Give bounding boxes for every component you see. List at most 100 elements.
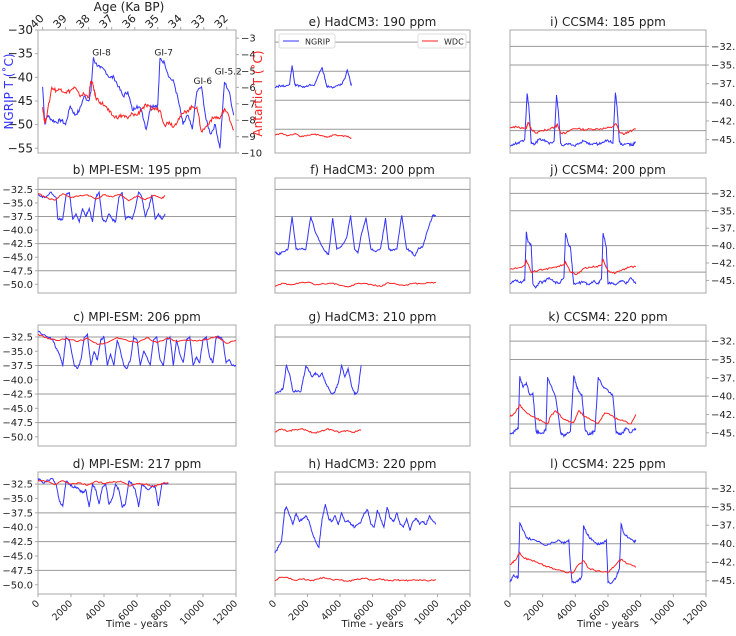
plot-frame <box>509 324 707 447</box>
panel-title: f) HadCM3: 200 ppm <box>310 163 435 177</box>
y-tick-label: −37.5 <box>711 79 736 90</box>
x-tick-label: 2000 <box>522 598 547 623</box>
y-tick-label: −32.5 <box>2 332 33 343</box>
y-tick-label: −40.0 <box>711 539 736 550</box>
right-tick-label: −7 <box>241 99 256 110</box>
right-tick-label: −6 <box>241 83 256 94</box>
panel-title: b) MPI-ESM: 195 ppm <box>73 163 202 177</box>
y-tick-label: −50.0 <box>2 432 33 443</box>
x-tick-label: 2000 <box>50 598 75 623</box>
panel-g: g) HadCM3: 210 ppm <box>274 310 471 447</box>
y-tick-label: −42.5 <box>2 390 33 401</box>
panel-title: i) CCSM4: 185 ppm <box>550 15 666 29</box>
y-tick-label: −32.5 <box>711 337 736 348</box>
y-tick-label: −35.0 <box>711 61 736 72</box>
y-tick-label: −42.5 <box>2 537 33 548</box>
y-tick-label: −35.0 <box>711 502 736 513</box>
event-annotation: GI-8 <box>92 48 111 58</box>
wdc-line <box>274 427 362 434</box>
plot-frame <box>274 324 471 447</box>
panel-title: e) HadCM3: 190 ppm <box>309 15 437 29</box>
ngrip-line <box>274 65 352 89</box>
y-tick-label: −50.0 <box>2 580 33 591</box>
panel-title: j) CCSM4: 200 ppm <box>549 163 666 177</box>
panel-title: c) MPI-ESM: 206 ppm <box>73 310 201 324</box>
ngrip-line <box>42 56 235 149</box>
y-tick-label: −47.5 <box>2 566 33 577</box>
x-tick-label: 2000 <box>287 598 312 623</box>
y-tick-label: −32.5 <box>2 480 33 491</box>
y-tick-label: −45.0 <box>711 576 736 587</box>
panel-f: f) HadCM3: 200 ppm <box>274 163 471 294</box>
panel-d: d) MPI-ESM: 217 ppm −32.5 −35.0 −37.5 −40.0 −… <box>2 457 240 630</box>
y-tick-label: −40.0 <box>2 375 33 386</box>
panel-i: i) CCSM4: 185 ppm −32.5 −35.0 −37.5 −40.0 −42… <box>509 15 736 154</box>
plot-frame <box>37 324 237 447</box>
panel-title: g) HadCM3: 210 ppm <box>309 310 437 324</box>
right-tick-label: −5 <box>241 67 256 78</box>
y-tick-label: −45.0 <box>711 135 736 146</box>
x-axis-label: Time - years <box>576 619 639 630</box>
x-tick-label: 10000 <box>412 598 441 627</box>
x-tick-label: 0 <box>502 598 514 610</box>
top-tick-label: 36 <box>120 12 139 31</box>
plot-frame <box>509 29 707 154</box>
top-tick-label: 34 <box>166 12 185 31</box>
panel-title: k) CCSM4: 220 ppm <box>548 310 667 324</box>
y-tick-label: −35.0 <box>2 198 33 209</box>
x-tick-label: 4000 <box>83 598 108 623</box>
y-tick-label: −32.5 <box>711 189 736 200</box>
y-tick-label: −37.5 <box>2 508 33 519</box>
y-tick-label: −42.5 <box>711 259 736 270</box>
y-tick-label: −35.0 <box>2 494 33 505</box>
y-tick-label: −45.0 <box>711 428 736 439</box>
y-tick-label: −37.5 <box>711 224 736 235</box>
y-tick-label: −37.5 <box>711 521 736 532</box>
right-tick-label: −8 <box>241 116 256 127</box>
y-tick-label: −50.0 <box>2 280 33 291</box>
y-tick-label: −42.5 <box>2 239 33 250</box>
left-axis-label: NGRIP T (˚C) <box>1 53 16 129</box>
wdc-line <box>274 281 437 288</box>
x-tick-label: 0 <box>267 598 279 610</box>
left-tick-label: −55 <box>8 141 33 155</box>
event-annotation: GI-7 <box>154 48 173 58</box>
wdc-line <box>42 80 235 133</box>
top-tick-label: 32 <box>212 12 231 31</box>
ngrip-line <box>509 521 637 585</box>
left-tick-label: −30 <box>8 23 33 37</box>
wdc-line <box>274 132 352 139</box>
y-tick-label: −32.5 <box>711 484 736 495</box>
y-tick-label: −42.5 <box>711 410 736 421</box>
x-axis-label: Time - years <box>105 619 168 630</box>
y-tick-label: −40.0 <box>711 98 736 109</box>
y-tick-label: −35.0 <box>711 355 736 366</box>
y-tick-label: −42.5 <box>711 116 736 127</box>
panel-b: b) MPI-ESM: 195 ppm −32.5 −35.0 −37.5 −40.0 −… <box>2 163 237 294</box>
y-tick-label: −40.0 <box>711 241 736 252</box>
right-tick-label: −9 <box>241 132 256 143</box>
y-tick-label: −45.0 <box>2 404 33 415</box>
panel-title: l) CCSM4: 225 ppm <box>550 457 666 471</box>
ngrip-line <box>274 214 437 257</box>
y-tick-label: −45.0 <box>711 276 736 287</box>
top-tick-label: 35 <box>143 12 162 31</box>
left-tick-label: −45 <box>8 94 33 108</box>
right-axis-label: Antartic T (˚C) <box>250 50 265 136</box>
x-tick-label: 10000 <box>648 598 677 627</box>
panel-e: e) HadCM3: 190 ppm NGRIP WDC <box>274 15 471 154</box>
panel-title: d) MPI-ESM: 217 ppm <box>73 457 202 471</box>
left-tick-label: −50 <box>8 118 33 132</box>
plot-frame <box>274 471 471 595</box>
wdc-line <box>37 333 237 345</box>
y-tick-label: −40.0 <box>711 392 736 403</box>
panel-title: h) HadCM3: 220 ppm <box>309 457 437 471</box>
y-tick-label: −47.5 <box>2 418 33 429</box>
ngrip-line <box>509 231 637 289</box>
y-tick-label: −37.5 <box>711 373 736 384</box>
panel-j: j) CCSM4: 200 ppm −32.5 −35.0 −37.5 −40.0 −42… <box>509 163 736 294</box>
plot-frame <box>37 471 237 595</box>
right-tick-label: −4 <box>241 50 256 61</box>
